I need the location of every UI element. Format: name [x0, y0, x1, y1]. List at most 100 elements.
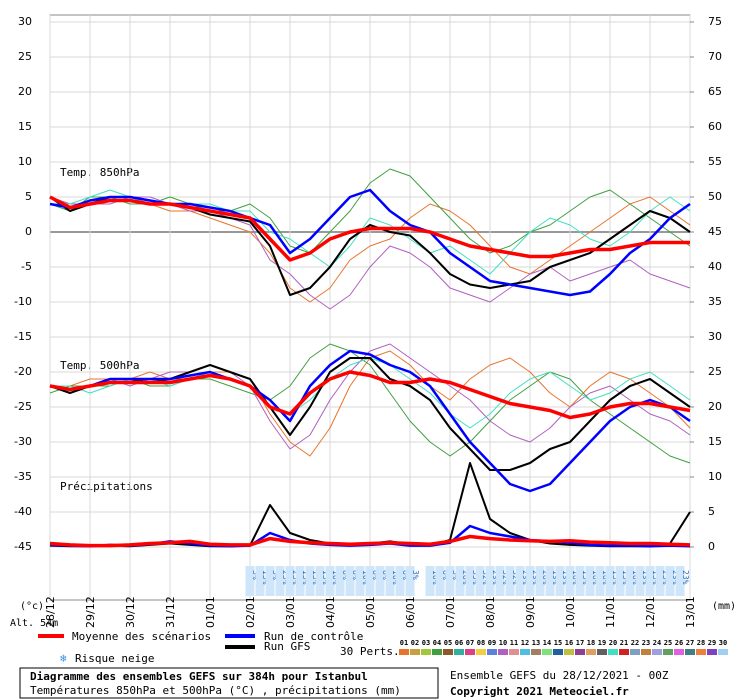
snow-risk-cell: [605, 566, 615, 596]
copyright: Copyright 2021 Meteociel.fr: [450, 685, 629, 698]
legend-label: Run GFS: [264, 640, 310, 653]
snow-risk-cell: [655, 566, 665, 596]
snow-risk-cell: [445, 566, 455, 596]
snow-risk-cell: [355, 566, 365, 596]
perturbation-number: 27: [686, 639, 694, 647]
legend-label: Risque neige: [75, 652, 154, 665]
x-tick-label: 04/01: [324, 596, 337, 628]
perturbation-number: 22: [631, 639, 639, 647]
panel-label: Précipitations: [60, 480, 153, 493]
perturbation-swatch: [586, 649, 596, 655]
perturbation-swatch: [498, 649, 508, 655]
perturbation-swatch: [399, 649, 409, 655]
x-tick-label: 13/01: [684, 596, 697, 628]
perturbation-swatch: [531, 649, 541, 655]
x-tick-label: 28/12: [44, 596, 57, 628]
perturbation-number: 01: [400, 639, 408, 647]
panel-label: Temp. 850hPa: [60, 166, 139, 179]
series-line: [49, 188, 691, 297]
y2-tick-label: 55: [708, 155, 722, 168]
perturbation-number: 15: [554, 639, 562, 647]
perturbation-line: [49, 196, 691, 303]
snow-risk-cell: [295, 566, 305, 596]
x-tick-label: 09/01: [524, 596, 537, 628]
snow-risk-cell: [475, 566, 485, 596]
perturbation-swatch: [663, 649, 673, 655]
snow-risk-cell: [305, 566, 315, 596]
snow-risk-cell: [405, 566, 415, 596]
snow-risk-cell: [535, 566, 545, 596]
y2-tick-label: 70: [708, 50, 722, 63]
perturbation-number: 07: [466, 639, 474, 647]
snow-risk-cell: [245, 566, 255, 596]
perturbation-number: 12: [521, 639, 529, 647]
perturbation-swatch: [454, 649, 464, 655]
snow-risk-cell: [495, 566, 505, 596]
snow-risk-cell: [565, 566, 575, 596]
y2-tick-label: 35: [708, 295, 722, 308]
perturbation-line: [49, 343, 691, 450]
y-tick-label: -40: [14, 505, 32, 518]
perturbation-number: 08: [477, 639, 485, 647]
perturbation-swatch: [674, 649, 684, 655]
perturbation-swatch: [619, 649, 629, 655]
snow-risk-cell: [645, 566, 655, 596]
perturbation-number: 19: [598, 639, 606, 647]
perturbation-number: 16: [565, 639, 573, 647]
perturbation-number: 29: [708, 639, 716, 647]
y-tick-label: 20: [18, 85, 32, 98]
snow-risk-cell: [365, 566, 375, 596]
perturbation-swatch: [685, 649, 695, 655]
snow-risk-label: 3%: [411, 570, 420, 580]
x-tick-label: 08/01: [484, 596, 497, 628]
y-tick-label: -25: [14, 400, 32, 413]
snow-risk-cell: [485, 566, 495, 596]
y-tick-label: -30: [14, 435, 32, 448]
perturbation-swatch: [410, 649, 420, 655]
perturbation-swatch: [630, 649, 640, 655]
perturbation-swatch: [696, 649, 706, 655]
perturbation-number: 28: [697, 639, 705, 647]
snow-risk-cell: [615, 566, 625, 596]
perturbation-swatch: [509, 649, 519, 655]
perturbation-number: 20: [609, 639, 617, 647]
series-line: [49, 195, 690, 262]
run-info: Ensemble GEFS du 28/12/2021 - 00Z: [450, 669, 669, 682]
x-tick-label: 05/01: [364, 596, 377, 628]
y-tick-label: 30: [18, 15, 32, 28]
snow-risk-cell: [385, 566, 395, 596]
y-tick-label: 5: [25, 190, 32, 203]
precip-line: [49, 534, 691, 548]
chart-subtitle: Températures 850hPa et 500hPa (°C) , pré…: [30, 684, 401, 697]
perturbation-number: 13: [532, 639, 540, 647]
y-tick-label: -45: [14, 540, 32, 553]
perturbation-number: 02: [411, 639, 419, 647]
snow-risk-cell: [665, 566, 675, 596]
perturbation-label: 30 Perts.: [340, 645, 400, 658]
y-tick-label: -5: [21, 260, 32, 273]
y2-tick-label: 50: [708, 190, 722, 203]
snow-risk-cell: [465, 566, 475, 596]
snow-risk-cell: [335, 566, 345, 596]
x-tick-label: 10/01: [564, 596, 577, 628]
perturbation-swatch: [575, 649, 585, 655]
perturbation-swatch: [465, 649, 475, 655]
chart-title: Diagramme des ensembles GEFS sur 384h po…: [30, 670, 368, 683]
y2-unit: (mm): [712, 601, 736, 612]
perturbation-swatch: [564, 649, 574, 655]
x-tick-label: 02/01: [244, 596, 257, 628]
perturbation-number: 10: [499, 639, 507, 647]
perturbation-number: 25: [664, 639, 672, 647]
perturbation-swatch: [421, 649, 431, 655]
y-unit: (°c): [20, 601, 44, 612]
perturbation-number: 21: [620, 639, 628, 647]
snow-risk-cell: [515, 566, 525, 596]
perturbation-swatch: [432, 649, 442, 655]
perturbation-number: 26: [675, 639, 683, 647]
perturbation-number: 17: [576, 639, 584, 647]
perturbation-swatch: [608, 649, 618, 655]
snow-risk-cell: [575, 566, 585, 596]
snow-risk-cell: [675, 566, 685, 596]
snow-risk-cell: [625, 566, 635, 596]
perturbation-swatch: [553, 649, 563, 655]
